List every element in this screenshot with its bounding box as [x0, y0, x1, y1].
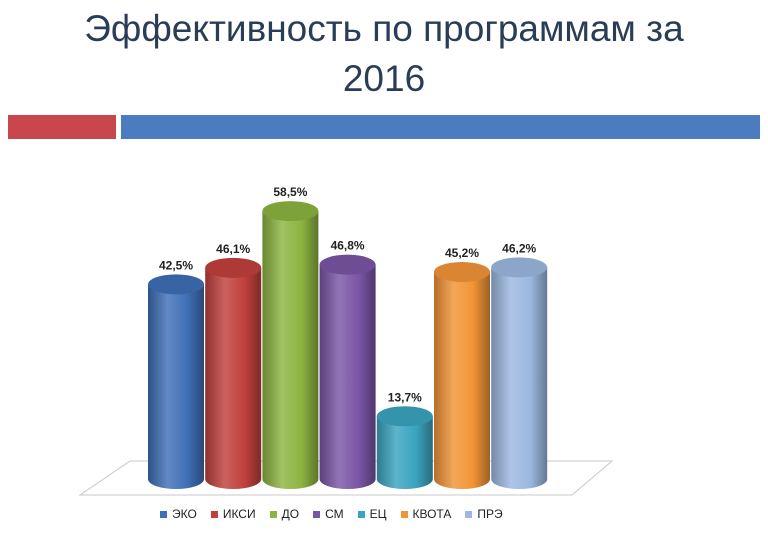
bar-top-cap [262, 201, 319, 222]
bar-эко [148, 274, 204, 489]
title-line-1: Эффективность по программам за [84, 8, 684, 49]
accent-bar-red [8, 115, 116, 139]
bar-body [319, 264, 376, 489]
legend-item: ЭКО [160, 507, 197, 521]
bar-body [205, 267, 262, 489]
legend-swatch [160, 510, 167, 518]
bar-top-cap [205, 257, 262, 278]
bar-body [491, 267, 548, 489]
legend-item: ПРЭ [465, 507, 503, 521]
bar-см [319, 254, 376, 489]
legend-item: ДО [269, 507, 300, 521]
data-label: 46,8% [331, 239, 365, 253]
bar-body [148, 284, 204, 489]
bar-икси [205, 257, 262, 489]
legend-swatch [269, 510, 277, 518]
legend-item: ИКСИ [210, 507, 256, 521]
legend-label: ЕЦ [369, 507, 387, 521]
bar-ец [376, 406, 433, 489]
legend-swatch [357, 510, 365, 518]
bar-квота [434, 261, 490, 489]
legend-label: КВОТА [412, 507, 452, 521]
legend-item: СМ [313, 507, 344, 521]
data-label: 46,1% [216, 242, 250, 256]
legend-label: ИКСИ [222, 507, 256, 521]
bar-до [262, 201, 319, 489]
data-label: 58,5% [273, 185, 307, 199]
accent-bar-blue [121, 115, 760, 139]
legend-item: ЕЦ [357, 507, 387, 521]
legend-swatch [400, 510, 408, 518]
title-line-2: 2016 [342, 58, 426, 99]
data-label: 42,5% [159, 258, 193, 272]
legend-label: ДО [281, 507, 300, 521]
legend-swatch [313, 510, 321, 518]
bar-прэ [491, 257, 548, 489]
bar-top-cap [148, 274, 204, 295]
legend-label: ПРЭ [477, 507, 503, 521]
bar-top-cap [319, 254, 376, 275]
bar-body [434, 271, 490, 489]
legend-label: СМ [325, 507, 344, 521]
bar-top-cap [434, 261, 490, 282]
bar-top-cap [376, 406, 433, 427]
bar-body [262, 211, 319, 489]
legend-swatch [465, 510, 473, 518]
bar-top-cap [491, 257, 548, 278]
legend-item: КВОТА [400, 507, 452, 521]
legend-label: ЭКО [172, 507, 197, 521]
data-label: 46,2% [502, 241, 536, 255]
slide-title: Эффективность по программам за 2016 [0, 4, 768, 104]
data-label: 45,2% [445, 246, 479, 260]
legend-swatch [210, 510, 218, 518]
bar-body [376, 416, 433, 489]
data-label: 13,7% [388, 390, 422, 404]
chart-legend: ЭКО ИКСИ ДО СМ ЕЦ КВОТА ПРЭ [160, 507, 503, 521]
